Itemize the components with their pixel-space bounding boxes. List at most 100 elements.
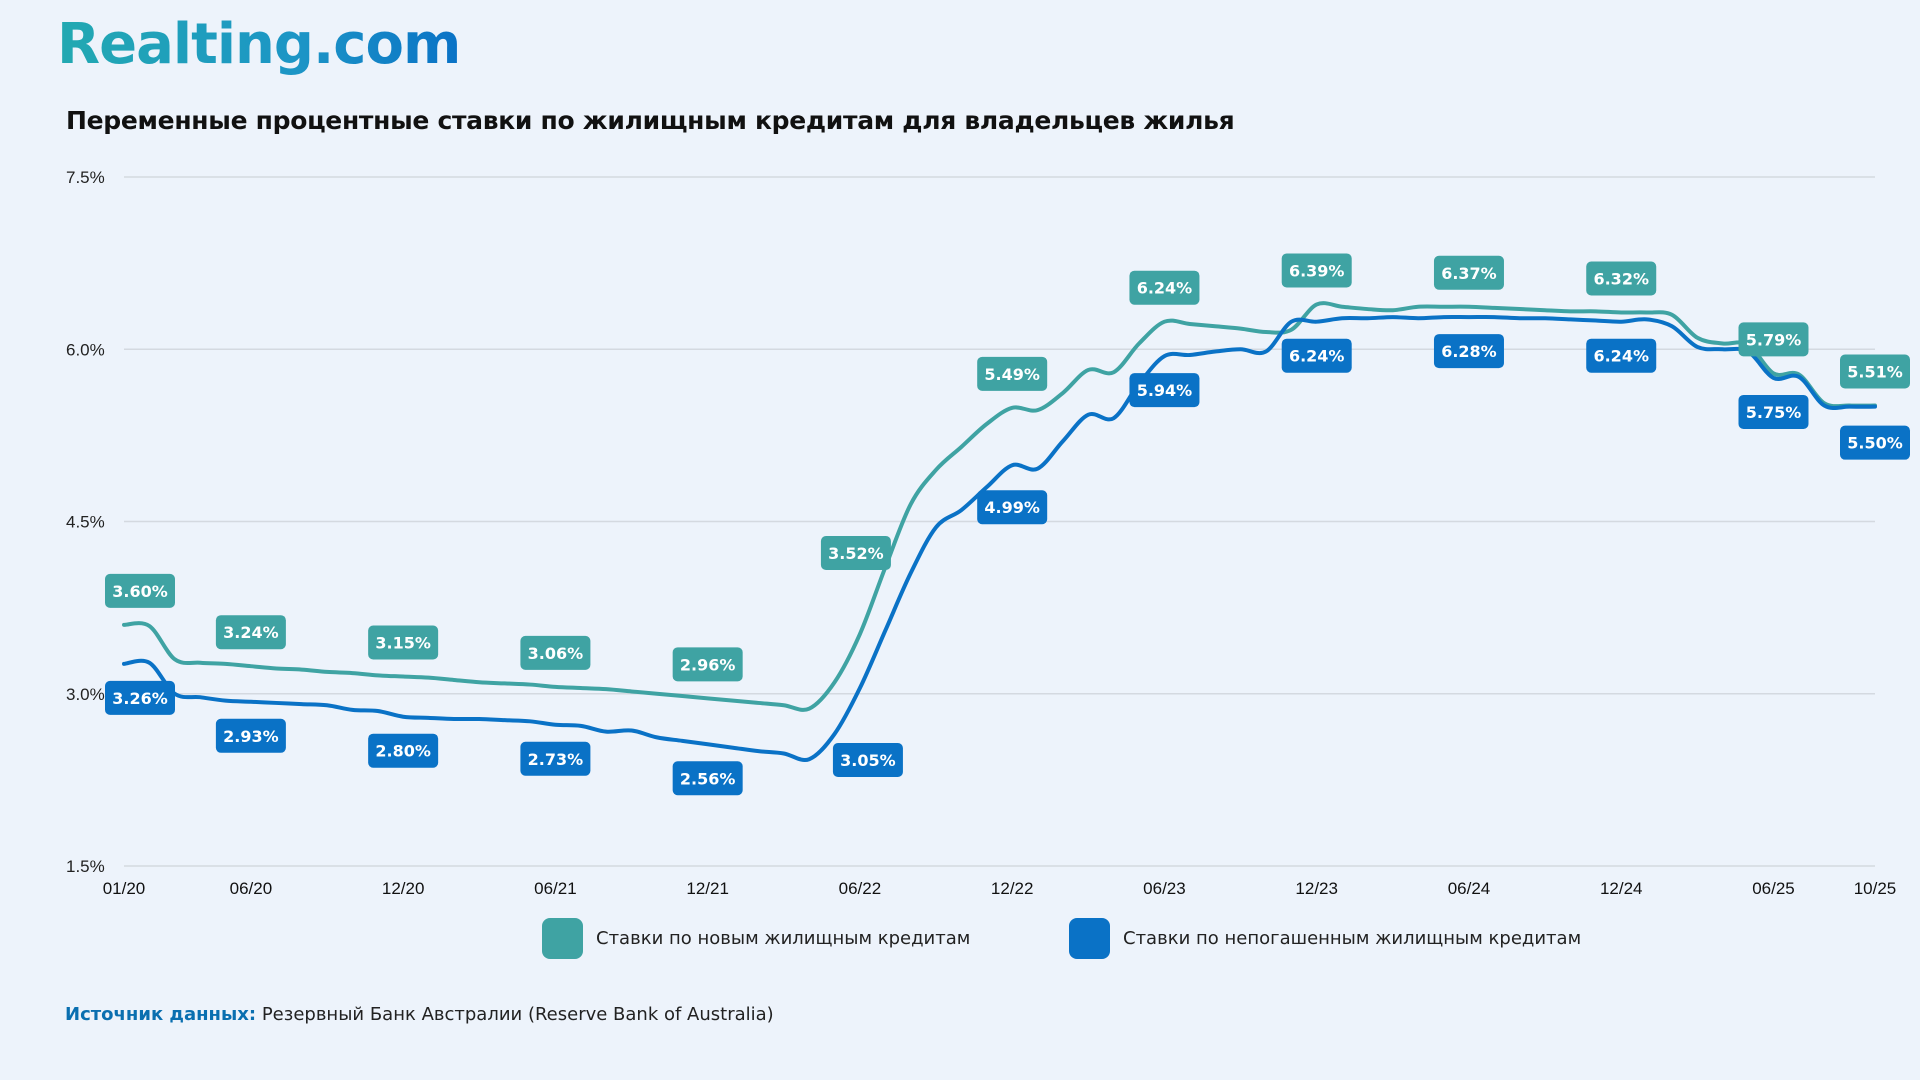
data-label-background <box>1129 373 1200 408</box>
data-label-new-loans: 3.15% <box>368 625 439 660</box>
data-label-new-loans: 5.51% <box>1840 354 1910 389</box>
data-label-outstanding-loans: 5.75% <box>1738 394 1809 429</box>
data-label-background <box>1840 354 1910 389</box>
x-tick-label: 01/20 <box>103 879 146 898</box>
x-tick-label: 06/21 <box>534 879 577 898</box>
data-label-outstanding-loans: 2.93% <box>215 718 286 753</box>
data-label-new-loans: 6.24% <box>1129 270 1200 305</box>
data-label-background <box>672 761 743 796</box>
data-label-background <box>977 490 1048 525</box>
data-label-new-loans: 3.06% <box>520 635 591 670</box>
series-line-outstanding-loans <box>122 315 1877 762</box>
data-label-text: 2.73% <box>528 750 584 769</box>
data-label-text: 5.50% <box>1847 434 1903 453</box>
data-label-background <box>1840 425 1910 460</box>
data-label-text: 2.56% <box>680 769 736 788</box>
data-label-text: 3.60% <box>112 582 168 601</box>
y-tick-label: 1.5% <box>66 857 105 876</box>
data-label-new-loans: 6.32% <box>1586 261 1657 296</box>
data-label-text: 5.79% <box>1746 330 1802 349</box>
data-label-text: 6.24% <box>1137 279 1193 298</box>
data-label-outstanding-loans: 2.73% <box>520 741 591 776</box>
x-tick-label: 06/22 <box>839 879 882 898</box>
data-label-text: 4.99% <box>984 498 1040 517</box>
x-tick-label: 06/24 <box>1448 879 1491 898</box>
legend-label-new-loans: Ставки по новым жилищным кредитам <box>596 928 971 949</box>
data-label-new-loans: 3.52% <box>820 536 891 570</box>
data-label-new-loans: 5.79% <box>1738 322 1809 357</box>
data-label-background <box>1281 253 1352 288</box>
data-label-text: 6.32% <box>1593 270 1649 289</box>
x-tick-label: 12/22 <box>991 879 1034 898</box>
x-tick-label: 12/20 <box>382 879 425 898</box>
y-tick-label: 4.5% <box>66 513 105 532</box>
data-label-outstanding-loans: 4.99% <box>977 490 1048 525</box>
x-tick-label: 06/23 <box>1143 879 1186 898</box>
x-tick-label: 12/24 <box>1600 879 1643 898</box>
data-label-background <box>1281 338 1352 373</box>
data-label-text: 5.94% <box>1137 381 1193 400</box>
data-label-text: 2.96% <box>680 655 736 674</box>
legend-swatch-new-loans <box>542 918 583 959</box>
data-label-background <box>977 356 1048 391</box>
legend-item-outstanding-loans[interactable]: Ставки по непогашенным жилищным кредитам <box>1069 918 1581 959</box>
x-tick-label: 06/20 <box>230 879 273 898</box>
data-label-text: 2.80% <box>375 742 431 761</box>
realting-logo: Realting.com <box>57 12 461 77</box>
data-label-new-loans: 6.37% <box>1433 255 1504 290</box>
x-axis-ticks: 01/20 06/20 12/20 06/21 12/21 06/22 12/22 06/23… <box>103 879 1897 898</box>
data-label-outstanding-loans: 6.28% <box>1433 334 1504 369</box>
data-label-new-loans: 6.39% <box>1281 253 1352 288</box>
data-label-outstanding-loans: 6.24% <box>1281 338 1352 373</box>
data-label-text: 5.51% <box>1847 363 1903 382</box>
data-label-background <box>1129 270 1200 305</box>
y-axis-ticks: 1.5% 3.0% 4.5% 6.0% 7.5% <box>66 168 105 876</box>
data-label-text: 6.24% <box>1593 347 1649 366</box>
data-label-background <box>368 625 439 660</box>
data-label-text: 5.49% <box>984 365 1040 384</box>
series-line-new-loans <box>122 301 1877 712</box>
data-label-text: 6.37% <box>1441 264 1497 283</box>
data-label-background <box>105 680 175 715</box>
data-label-background <box>1738 322 1809 357</box>
legend-swatch-outstanding-loans <box>1069 918 1110 959</box>
data-label-text: 3.06% <box>528 644 584 663</box>
data-label-new-loans: 3.60% <box>105 573 175 608</box>
data-label-outstanding-loans: 2.80% <box>368 733 439 768</box>
data-label-text: 3.26% <box>112 689 168 708</box>
data-label-text: 3.05% <box>840 751 896 770</box>
data-label-background <box>1433 334 1504 369</box>
y-tick-label: 3.0% <box>66 685 105 704</box>
data-label-text: 2.93% <box>223 727 279 746</box>
data-label-background <box>832 743 903 777</box>
data-label-background <box>368 733 439 768</box>
y-tick-label: 7.5% <box>66 168 105 187</box>
data-label-text: 6.24% <box>1289 347 1345 366</box>
data-label-background <box>215 718 286 753</box>
data-label-outstanding-loans: 2.56% <box>672 761 743 796</box>
data-label-new-loans: 2.96% <box>672 647 743 682</box>
data-label-background <box>105 573 175 608</box>
legend-item-new-loans[interactable]: Ставки по новым жилищным кредитам <box>542 918 970 959</box>
data-label-text: 3.52% <box>828 544 884 563</box>
chart-title: Переменные процентные ставки по жилищным… <box>66 106 1235 135</box>
data-label-background <box>1433 255 1504 290</box>
data-label-text: 3.24% <box>223 623 279 642</box>
data-label-outstanding-loans: 5.50% <box>1840 425 1910 460</box>
data-source: Источник данных: Резервный Банк Австрали… <box>65 1004 774 1025</box>
data-label-outstanding-loans: 3.05% <box>832 743 903 777</box>
data-label-background <box>672 647 743 682</box>
data-labels: 3.60% 3.24% 3.15% 3.06% 2.96% 3.52% 5.49% 6.24%… <box>105 253 1910 796</box>
data-label-outstanding-loans: 6.24% <box>1586 338 1657 373</box>
series-lines <box>122 301 1877 762</box>
data-label-outstanding-loans: 3.26% <box>105 680 175 715</box>
x-tick-label: 12/23 <box>1295 879 1338 898</box>
data-label-new-loans: 3.24% <box>215 615 286 650</box>
data-label-background <box>215 615 286 650</box>
data-label-background <box>520 741 591 776</box>
x-tick-label: 10/25 <box>1854 879 1897 898</box>
source-text: Резервный Банк Австралии (Reserve Bank o… <box>261 1004 774 1025</box>
legend-label-outstanding-loans: Ставки по непогашенным жилищным кредитам <box>1123 928 1582 949</box>
data-label-text: 5.75% <box>1746 403 1802 422</box>
